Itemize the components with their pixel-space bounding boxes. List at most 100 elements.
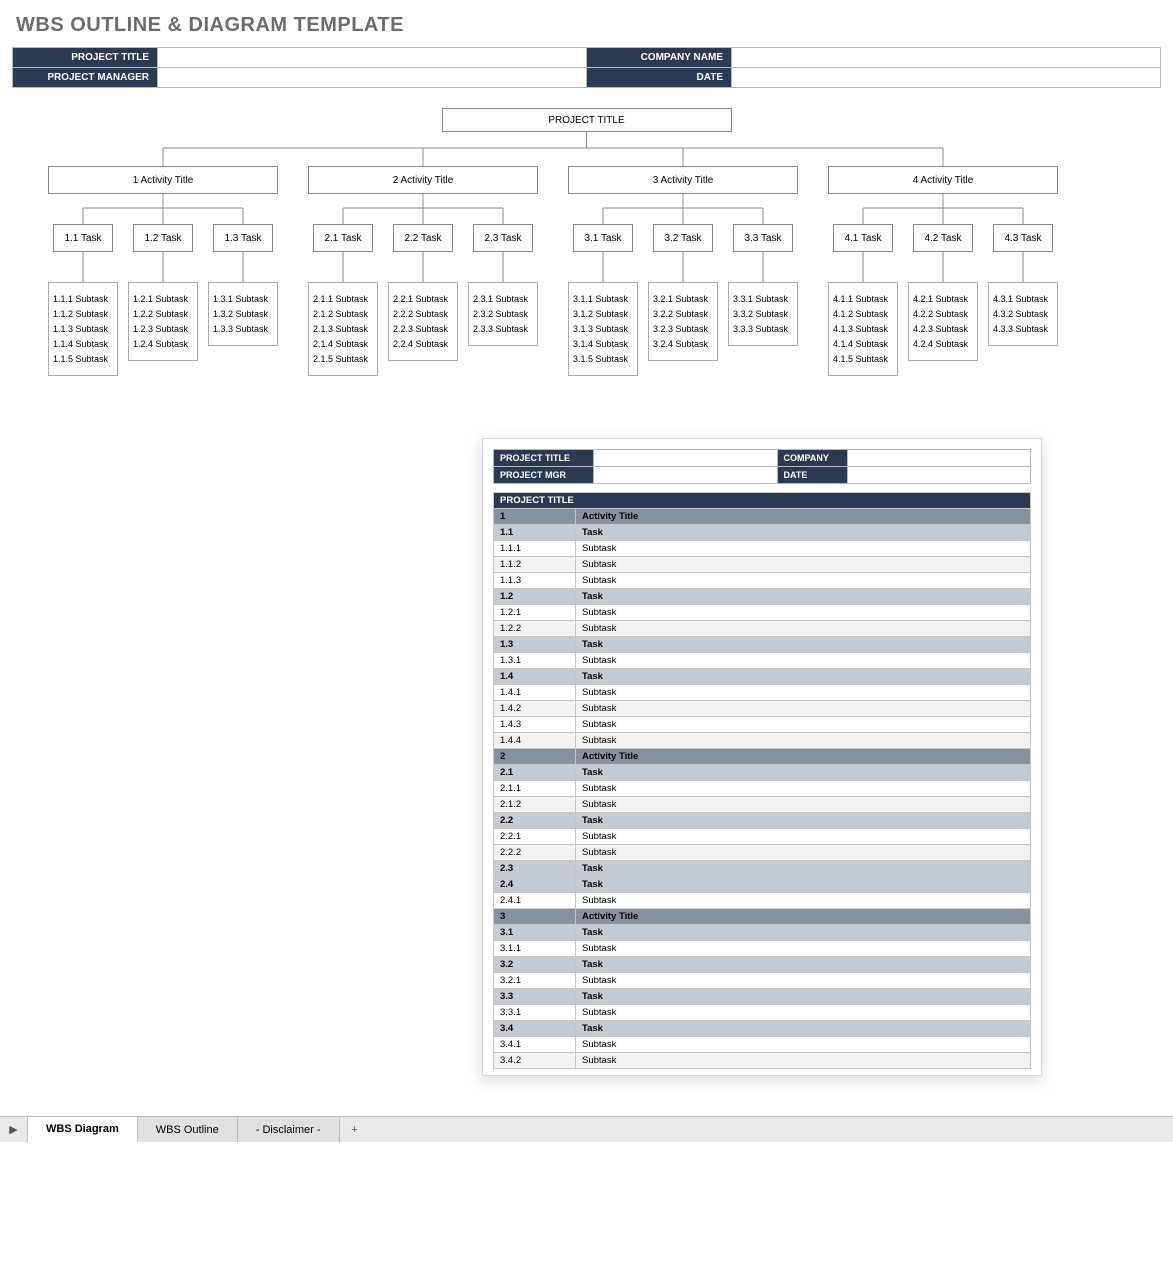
outline-row[interactable]: 1.4.2Subtask <box>494 701 1031 717</box>
outline-row[interactable]: 3.3Task <box>494 989 1031 1005</box>
outline-company-value[interactable] <box>847 450 1031 467</box>
outline-row[interactable]: 2Activity Title <box>494 749 1031 765</box>
outline-row[interactable]: 2.4Task <box>494 877 1031 893</box>
outline-text: Subtask <box>576 541 1031 557</box>
outline-row[interactable]: 1.4Task <box>494 669 1031 685</box>
outline-date-label: DATE <box>777 467 847 484</box>
outline-text: Activity Title <box>576 909 1031 925</box>
outline-text: Subtask <box>576 653 1031 669</box>
outline-row[interactable]: 1.2.2Subtask <box>494 621 1031 637</box>
project-manager-value[interactable] <box>158 68 587 88</box>
outline-row[interactable]: 1.4.3Subtask <box>494 717 1031 733</box>
outline-number: 2.1.1 <box>494 781 576 797</box>
diagram-subtask: 1.1.1 Subtask <box>53 294 113 304</box>
outline-number: 1.4 <box>494 669 576 685</box>
outline-row[interactable]: 1.3Task <box>494 637 1031 653</box>
diagram-subtask: 4.2.1 Subtask <box>913 294 973 304</box>
outline-row[interactable]: 2.1.2Subtask <box>494 797 1031 813</box>
outline-row[interactable]: 2.3Task <box>494 861 1031 877</box>
outline-project-mgr-value[interactable] <box>594 467 778 484</box>
outline-text: Subtask <box>576 797 1031 813</box>
outline-row[interactable]: 3.4Task <box>494 1021 1031 1037</box>
diagram-subtask: 3.1.1 Subtask <box>573 294 633 304</box>
outline-row[interactable]: 3.3.1Subtask <box>494 1005 1031 1021</box>
project-title-label: PROJECT TITLE <box>13 48 158 68</box>
diagram-subtask: 4.3.2 Subtask <box>993 309 1053 319</box>
diagram-subtask: 3.3.2 Subtask <box>733 309 793 319</box>
outline-row[interactable]: 1.1.2Subtask <box>494 557 1031 573</box>
diagram-subtask: 3.1.5 Subtask <box>573 354 633 364</box>
outline-text: Subtask <box>576 845 1031 861</box>
outline-row[interactable]: 3.2.1Subtask <box>494 973 1031 989</box>
sheet-tab[interactable]: WBS Diagram <box>28 1117 138 1143</box>
company-name-label: COMPANY NAME <box>587 48 732 68</box>
outline-number: 1.4.2 <box>494 701 576 717</box>
outline-row[interactable]: 2.1Task <box>494 765 1031 781</box>
outline-number: 2.2.1 <box>494 829 576 845</box>
project-title-value[interactable] <box>158 48 587 68</box>
sheet-tab[interactable]: WBS Outline <box>138 1117 238 1142</box>
diagram-subtask: 2.1.5 Subtask <box>313 354 373 364</box>
outline-row[interactable]: 2.1.1Subtask <box>494 781 1031 797</box>
outline-text: Task <box>576 989 1031 1005</box>
outline-text: Subtask <box>576 973 1031 989</box>
outline-row[interactable]: 1.2Task <box>494 589 1031 605</box>
header-form: PROJECT TITLE COMPANY NAME PROJECT MANAG… <box>12 47 1161 88</box>
outline-number: 1.3.1 <box>494 653 576 669</box>
outline-row[interactable]: 1Activity Title <box>494 509 1031 525</box>
diagram-activity: 3 Activity Title <box>568 166 798 194</box>
outline-row[interactable]: 1.1.1Subtask <box>494 541 1031 557</box>
diagram-subtask: 2.2.1 Subtask <box>393 294 453 304</box>
outline-date-value[interactable] <box>847 467 1031 484</box>
outline-text: Subtask <box>576 685 1031 701</box>
outline-row[interactable]: 1.1Task <box>494 525 1031 541</box>
outline-row[interactable]: 2.4.1Subtask <box>494 893 1031 909</box>
add-sheet-button[interactable]: + <box>340 1117 370 1142</box>
outline-row[interactable]: 2.2.1Subtask <box>494 829 1031 845</box>
diagram-subtask: 4.1.5 Subtask <box>833 354 893 364</box>
outline-text: Subtask <box>576 1053 1031 1069</box>
sheet-tabs: ▶ WBS DiagramWBS Outline- Disclaimer - + <box>0 1116 1173 1142</box>
outline-row[interactable]: 3Activity Title <box>494 909 1031 925</box>
diagram-subtask: 1.2.4 Subtask <box>133 339 193 349</box>
outline-number: 1.2 <box>494 589 576 605</box>
outline-row[interactable]: 1.4.1Subtask <box>494 685 1031 701</box>
outline-row[interactable]: 2.2Task <box>494 813 1031 829</box>
diagram-subtask: 1.3.3 Subtask <box>213 324 273 334</box>
diagram-subtask: 3.3.1 Subtask <box>733 294 793 304</box>
date-label: DATE <box>587 68 732 88</box>
outline-text: Subtask <box>576 717 1031 733</box>
diagram-activity: 4 Activity Title <box>828 166 1058 194</box>
outline-number: 2.1.2 <box>494 797 576 813</box>
diagram-subtask-list: 2.3.1 Subtask2.3.2 Subtask2.3.3 Subtask <box>468 282 538 346</box>
diagram-subtask: 1.1.4 Subtask <box>53 339 113 349</box>
outline-row[interactable]: 3.4.1Subtask <box>494 1037 1031 1053</box>
wbs-outline-panel: PROJECT TITLE COMPANY PROJECT MGR DATE P… <box>482 438 1042 1076</box>
outline-number: 3.3 <box>494 989 576 1005</box>
diagram-subtask: 4.1.3 Subtask <box>833 324 893 334</box>
outline-number: 3 <box>494 909 576 925</box>
outline-row[interactable]: 3.2Task <box>494 957 1031 973</box>
tab-nav-icon[interactable]: ▶ <box>0 1117 28 1142</box>
outline-row[interactable]: 2.2.2Subtask <box>494 845 1031 861</box>
outline-row[interactable]: 3.4.2Subtask <box>494 1053 1031 1069</box>
outline-row[interactable]: 3.1.1Subtask <box>494 941 1031 957</box>
outline-project-title-value[interactable] <box>594 450 778 467</box>
outline-row[interactable]: 3.1Task <box>494 925 1031 941</box>
diagram-subtask: 3.1.3 Subtask <box>573 324 633 334</box>
outline-text: Subtask <box>576 557 1031 573</box>
company-name-value[interactable] <box>732 48 1161 68</box>
date-value[interactable] <box>732 68 1161 88</box>
outline-row[interactable]: 1.2.1Subtask <box>494 605 1031 621</box>
diagram-task: 1.2 Task <box>133 224 193 252</box>
diagram-subtask: 4.2.2 Subtask <box>913 309 973 319</box>
outline-text: Subtask <box>576 1005 1031 1021</box>
outline-row[interactable]: 1.1.3Subtask <box>494 573 1031 589</box>
outline-row[interactable]: 1.3.1Subtask <box>494 653 1031 669</box>
wbs-diagram: PROJECT TITLE1 Activity Title1.1 Task1.1… <box>18 108 1155 408</box>
outline-text: Subtask <box>576 941 1031 957</box>
sheet-tab[interactable]: - Disclaimer - <box>238 1117 340 1142</box>
outline-row[interactable]: 1.4.4Subtask <box>494 733 1031 749</box>
diagram-subtask: 4.1.2 Subtask <box>833 309 893 319</box>
outline-text: Task <box>576 861 1031 877</box>
